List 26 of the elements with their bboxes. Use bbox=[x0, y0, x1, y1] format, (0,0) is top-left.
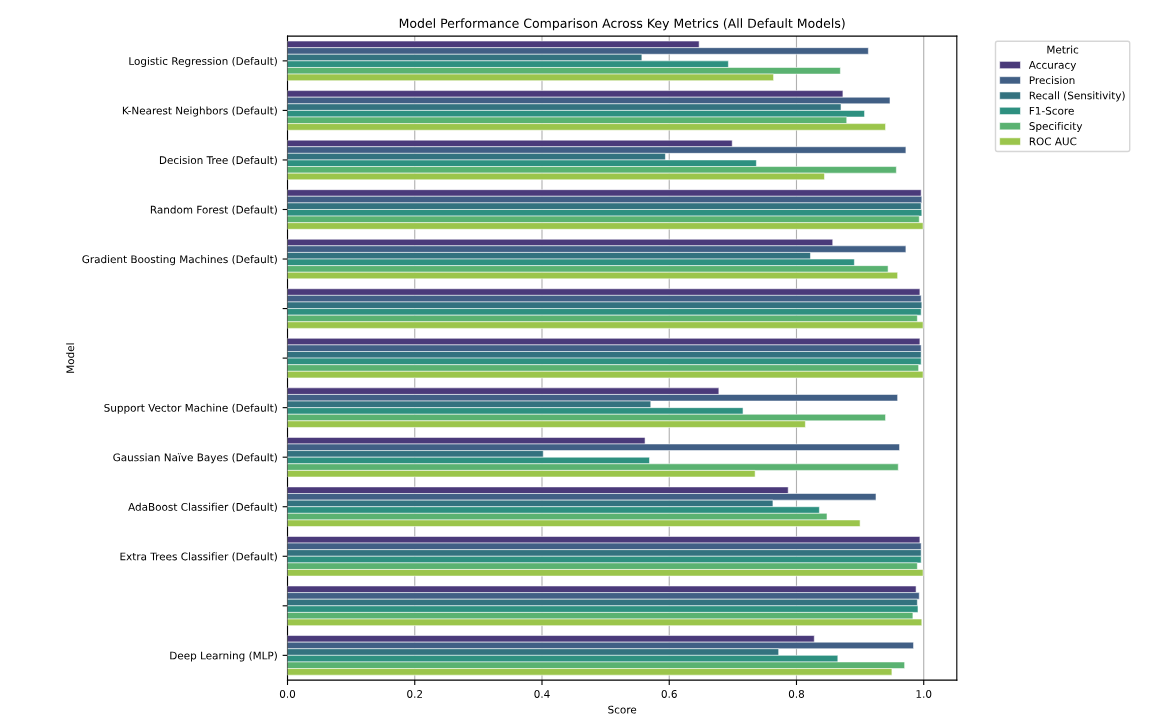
y-tick-label: Support Vector Machine (Default) bbox=[104, 403, 277, 414]
y-tick-label: Gaussian Naïve Bayes (Default) bbox=[113, 453, 277, 464]
x-tick-label: 1.0 bbox=[916, 690, 932, 698]
y-tick-label: Extra Trees Classifier (Default) bbox=[120, 552, 277, 562]
legend-label: Accuracy bbox=[1028, 61, 1077, 71]
y-tick-label: AdaBoost Classifier (Default) bbox=[128, 502, 277, 513]
legend-title: Metric bbox=[1047, 45, 1079, 54]
y-tick-label: Random Forest (Default) bbox=[150, 205, 277, 215]
x-axis-title: Score bbox=[608, 705, 637, 714]
x-tick-label: 0.0 bbox=[279, 690, 296, 698]
y-axis-title: Model bbox=[66, 343, 75, 373]
chart-title: Model Performance Comparison Across Key Metrics (All Default Models) bbox=[399, 18, 845, 31]
legend-label: Specificity bbox=[1029, 121, 1083, 132]
y-tick-label: Deep Learning (MLP) bbox=[170, 651, 277, 662]
y-tick-label: K-Nearest Neighbors (Default) bbox=[122, 106, 277, 117]
legend-label: Precision bbox=[1029, 76, 1075, 85]
y-tick-label: Decision Tree (Default) bbox=[159, 155, 277, 166]
x-tick-label: 0.8 bbox=[788, 690, 805, 698]
y-tick-label: Logistic Regression (Default) bbox=[129, 56, 277, 67]
x-tick-label: 0.6 bbox=[661, 690, 677, 698]
legend-label: Recall (Sensitivity) bbox=[1029, 91, 1125, 102]
y-tick-label: Gradient Boosting Machines (Default) bbox=[82, 255, 277, 266]
x-tick-label: 0.4 bbox=[534, 690, 550, 698]
legend-label: F1-Score bbox=[1029, 106, 1074, 115]
x-tick-label: 0.2 bbox=[407, 690, 422, 698]
legend-label: ROC AUC bbox=[1029, 137, 1077, 146]
